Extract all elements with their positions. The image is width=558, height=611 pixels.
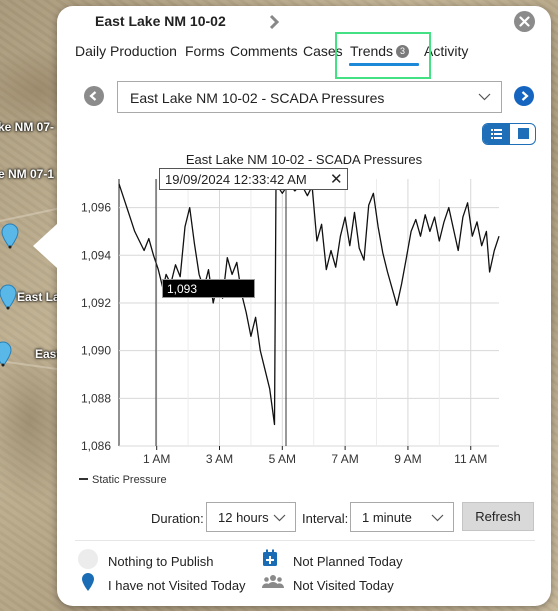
tab-label: Trends [350,43,394,59]
y-tick-label: 1,096 [81,201,111,215]
active-tab-underline [349,63,419,66]
close-button[interactable] [514,11,535,32]
map-well-label[interactable]: ke NM 07- [0,120,55,134]
pressure-trend-chart[interactable]: 1,086 1,088 1,090 1,092 1,094 1,096 1 AM 3 AM 5… [57,6,551,506]
status-not-visited-by-me: I have not Visited Today [108,578,246,593]
y-tick-label: 1,086 [81,439,111,453]
chevron-right-icon[interactable] [268,14,280,30]
duration-dropdown[interactable]: 12 hours [206,502,296,532]
map-pin-icon[interactable] [1,223,19,249]
interval-value: 1 minute [362,510,412,525]
y-axis-ticks: 1,086 1,088 1,090 1,092 1,094 1,096 [81,201,111,453]
chart-legend: Static Pressure [79,474,167,486]
x-tick-label: 11 AM [454,452,487,466]
y-tick-label: 1,090 [81,344,111,358]
chevron-left-icon [89,91,97,101]
tab-label: Activity [424,43,469,59]
map-pin-icon[interactable] [0,284,17,310]
status-not-planned-today: Not Planned Today [293,554,403,569]
refresh-button[interactable]: Refresh [462,502,534,531]
chevron-down-icon [273,514,286,522]
previous-chart-button[interactable] [84,86,104,106]
empty-circle-icon [78,549,98,569]
x-axis-ticks: 1 AM 3 AM 5 AM 7 AM 9 AM 11 AM [143,452,487,466]
chevron-down-icon [431,514,444,522]
x-tick-label: 5 AM [269,452,296,466]
chart-title: East Lake NM 10-02 - SCADA Pressures [185,152,423,167]
tab-label: Cases [303,43,343,59]
interval-label: Interval: [302,511,349,526]
map-road [0,207,59,222]
status-nothing-to-publish: Nothing to Publish [108,554,214,569]
map-pin-icon[interactable] [0,341,12,367]
cursor-timestamp-tooltip: 19/09/2024 12:33:42 AM ✕ [159,168,348,190]
chart-select-value: East Lake NM 10-02 - SCADA Pressures [130,90,385,106]
legend-label: Static Pressure [92,474,167,486]
status-not-visited-today: Not Visited Today [293,578,394,593]
chart-grid [118,179,499,450]
close-icon [519,16,530,27]
tab-cases[interactable]: Cases [303,43,343,59]
chart-series [118,183,500,426]
interval-dropdown[interactable]: 1 minute [350,502,454,532]
users-icon [262,575,284,588]
next-chart-button[interactable] [514,86,534,106]
cursor-timestamp: 19/09/2024 12:33:42 AM [165,172,307,187]
tab-label: Daily Production [75,43,177,59]
tab-label: Comments [230,43,298,59]
x-tick-label: 7 AM [331,452,358,466]
chevron-down-icon [478,93,491,101]
divider [75,540,535,541]
tab-daily-production[interactable]: Daily Production [75,43,177,59]
duration-label: Duration: [151,511,204,526]
tab-activity[interactable]: Activity [424,43,468,59]
duration-value: 12 hours [218,510,269,525]
square-icon [518,128,529,139]
list-icon [491,129,502,139]
chart-select-dropdown[interactable]: East Lake NM 10-02 - SCADA Pressures [117,81,502,113]
well-popup: East Lake NM 10-02 Daily Production Form… [33,6,551,606]
cursor-value-tooltip: 1,093 [162,279,255,298]
x-tick-label: 1 AM [143,452,170,466]
calendar-plus-icon [263,549,277,566]
tab-trends[interactable]: Trends 3 [350,43,410,59]
close-cursor-icon[interactable]: ✕ [330,171,343,188]
popup-title: East Lake NM 10-02 [95,13,226,29]
y-tick-label: 1,094 [81,248,111,262]
legend-swatch [79,478,88,480]
popup-pointer [33,224,57,268]
series-line-static-pressure [118,183,500,426]
y-tick-label: 1,088 [81,391,111,405]
chevron-right-icon [521,91,529,101]
x-tick-label: 3 AM [206,452,233,466]
y-tick-label: 1,092 [81,296,111,310]
tab-label: Forms [185,43,225,59]
tab-forms[interactable]: Forms [185,43,225,59]
chart-view-button[interactable] [510,124,535,144]
list-view-button[interactable] [483,124,510,144]
tab-comments[interactable]: Comments [230,43,298,59]
trends-count-badge: 3 [396,45,410,58]
chart-cursors [155,179,287,446]
view-toggle [482,123,536,145]
map-well-label[interactable]: e NM 07-1 [0,167,55,181]
map-pin-icon [82,573,94,591]
cursor-value: 1,093 [167,282,198,296]
active-tab-highlight [335,32,431,79]
x-tick-label: 9 AM [394,452,421,466]
